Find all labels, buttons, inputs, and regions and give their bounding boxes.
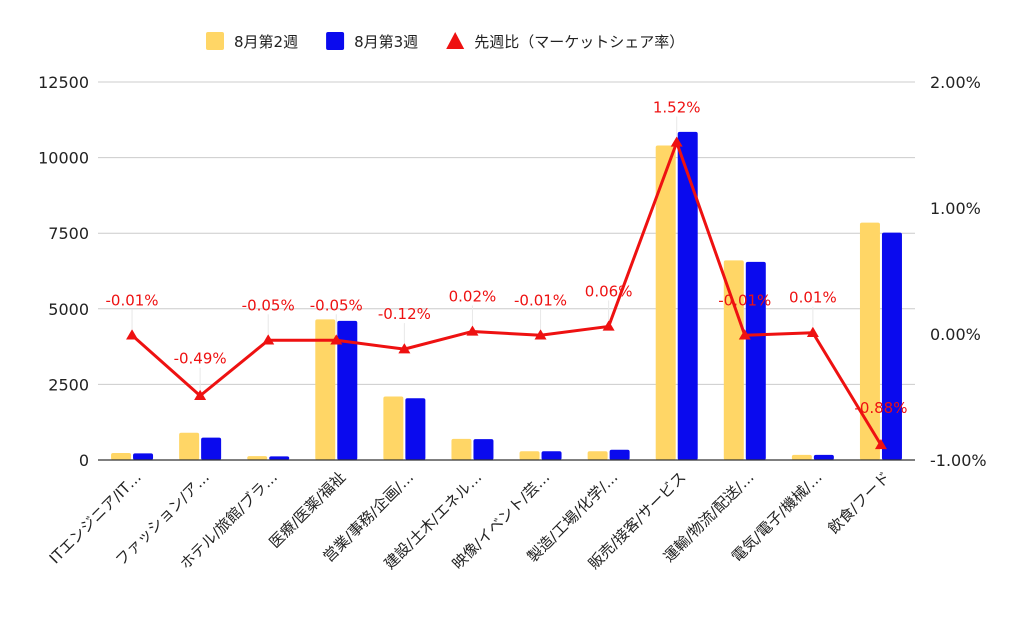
bar (269, 456, 290, 460)
line-point-marker (534, 329, 547, 340)
bar (655, 145, 676, 460)
legend-label: 8月第3週 (354, 33, 418, 51)
bar (723, 260, 744, 460)
y-left-tick-label: 0 (79, 451, 89, 470)
bar (745, 261, 766, 460)
line-point-marker (126, 329, 139, 340)
line-data-label: -0.88% (854, 399, 907, 417)
line-point-marker (874, 438, 887, 450)
line-point-marker (806, 326, 819, 337)
line-data-label: -0.01% (106, 291, 159, 309)
bar (587, 451, 608, 460)
line-series (131, 140, 883, 446)
bar (609, 449, 630, 460)
bar (541, 451, 562, 460)
bar (383, 396, 404, 460)
legend-swatch (206, 32, 224, 50)
bar (247, 456, 268, 460)
bar (473, 439, 494, 460)
line-data-label: -0.01% (514, 291, 567, 309)
legend-label: 8月第2週 (234, 33, 298, 51)
y-left-tick-label: 10000 (38, 149, 89, 168)
line-data-label: -0.05% (242, 296, 295, 314)
y-left-tick-label: 12500 (38, 73, 89, 92)
y-right-tick-label: 2.00% (930, 73, 981, 92)
line-data-label: -0.12% (378, 305, 431, 323)
y-right-tick-label: 1.00% (930, 199, 981, 218)
bar (519, 451, 540, 460)
line-data-label: -0.05% (310, 296, 363, 314)
y-left-tick-label: 2500 (48, 375, 89, 394)
line-point-marker (738, 329, 751, 340)
line-data-label: 0.01% (789, 289, 837, 307)
bar (881, 232, 902, 460)
line-point-marker (194, 389, 207, 400)
bar (859, 222, 880, 460)
bar (791, 454, 812, 460)
line-point-marker (602, 320, 615, 331)
line-data-label: 1.52% (653, 98, 701, 116)
y-right-tick-label: -1.00% (930, 451, 987, 470)
line-data-label: -0.01% (718, 291, 771, 309)
bar (201, 437, 222, 460)
bar (133, 453, 154, 460)
legend-swatch (326, 32, 345, 50)
legend-label: 先週比（マーケットシェア率） (474, 33, 684, 51)
bar (677, 131, 698, 460)
bar (451, 438, 472, 460)
line-point-marker (330, 334, 343, 345)
bar (315, 319, 336, 460)
bar (405, 398, 426, 460)
bar (337, 320, 358, 460)
bar (813, 454, 834, 460)
line-point-marker (466, 325, 479, 336)
y-left-tick-label: 5000 (48, 300, 89, 319)
y-right-tick-label: 0.00% (930, 325, 981, 344)
line-point-marker (670, 136, 683, 147)
y-left-tick-label: 7500 (48, 224, 89, 243)
line-data-label: -0.49% (174, 350, 227, 368)
line-point-marker (398, 343, 411, 354)
x-category-label: 飲食/フード (824, 468, 893, 537)
line-data-label: 0.06% (585, 282, 633, 300)
bar (111, 453, 132, 460)
line-point-marker (262, 334, 275, 345)
legend-swatch (446, 32, 465, 49)
bar (179, 432, 200, 460)
line-data-label: 0.02% (449, 287, 497, 305)
